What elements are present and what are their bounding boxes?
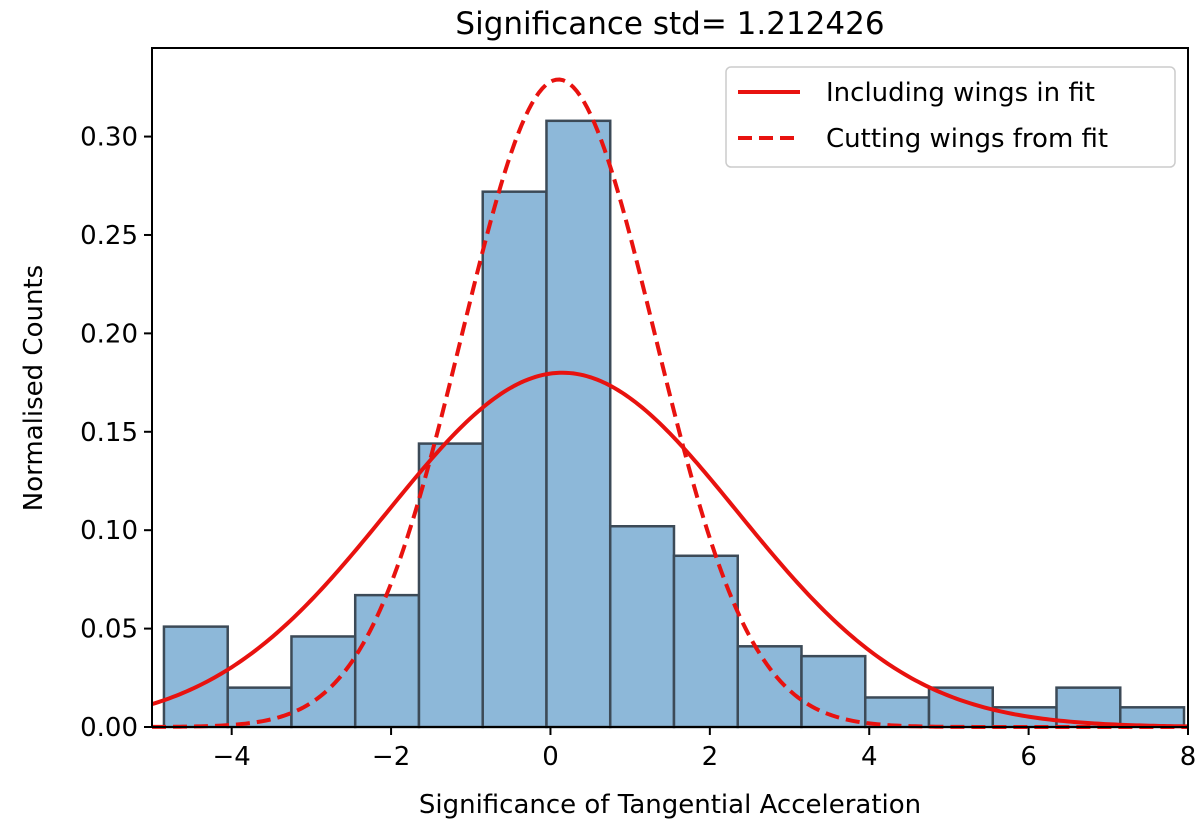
y-tick-label: 0.25	[80, 221, 138, 251]
histogram-bar	[736, 645, 803, 729]
x-tick-label: 4	[861, 742, 878, 772]
y-tick-label: 0.30	[80, 123, 138, 153]
legend-label-including-wings: Including wings in fit	[826, 78, 1095, 108]
legend-frame	[725, 66, 1176, 168]
plot-frame	[151, 47, 1189, 728]
y-axis-label: Normalised Counts	[19, 265, 49, 511]
histogram-bar	[353, 593, 421, 729]
x-tick-label: −4	[213, 742, 251, 772]
y-tick-label: 0.15	[80, 418, 138, 448]
x-axis-ticks: −4 −2 0 2 4 6 8	[213, 727, 1197, 772]
x-tick-label: 0	[542, 742, 559, 772]
legend-label-cutting-wings: Cutting wings from fit	[826, 124, 1108, 154]
y-tick-label: 0.05	[80, 615, 138, 645]
y-tick-label: 0.10	[80, 516, 138, 546]
histogram-bar	[608, 525, 676, 729]
x-axis-label: Significance of Tangential Acceleration	[419, 790, 921, 820]
histogram-bars	[162, 119, 1186, 729]
y-tick-label: 0.00	[80, 713, 138, 743]
x-tick-label: 2	[702, 742, 719, 772]
histogram-bar	[481, 190, 548, 729]
x-tick-label: 6	[1020, 742, 1037, 772]
fit-curve-including-wings	[151, 370, 1189, 729]
histogram-bar	[545, 119, 612, 729]
x-tick-label: −2	[372, 742, 410, 772]
legend: Including wings in fit Cutting wings fro…	[725, 66, 1176, 168]
y-axis-ticks: 0.00 0.05 0.10 0.15 0.20 0.25 0.30	[80, 123, 152, 743]
chart-title: Significance std= 1.212426	[455, 6, 884, 42]
histogram-bar	[672, 554, 739, 729]
y-tick-label: 0.20	[80, 319, 138, 349]
histogram-bar	[417, 442, 484, 729]
x-tick-label: 8	[1180, 742, 1197, 772]
histogram-bar	[290, 635, 357, 729]
